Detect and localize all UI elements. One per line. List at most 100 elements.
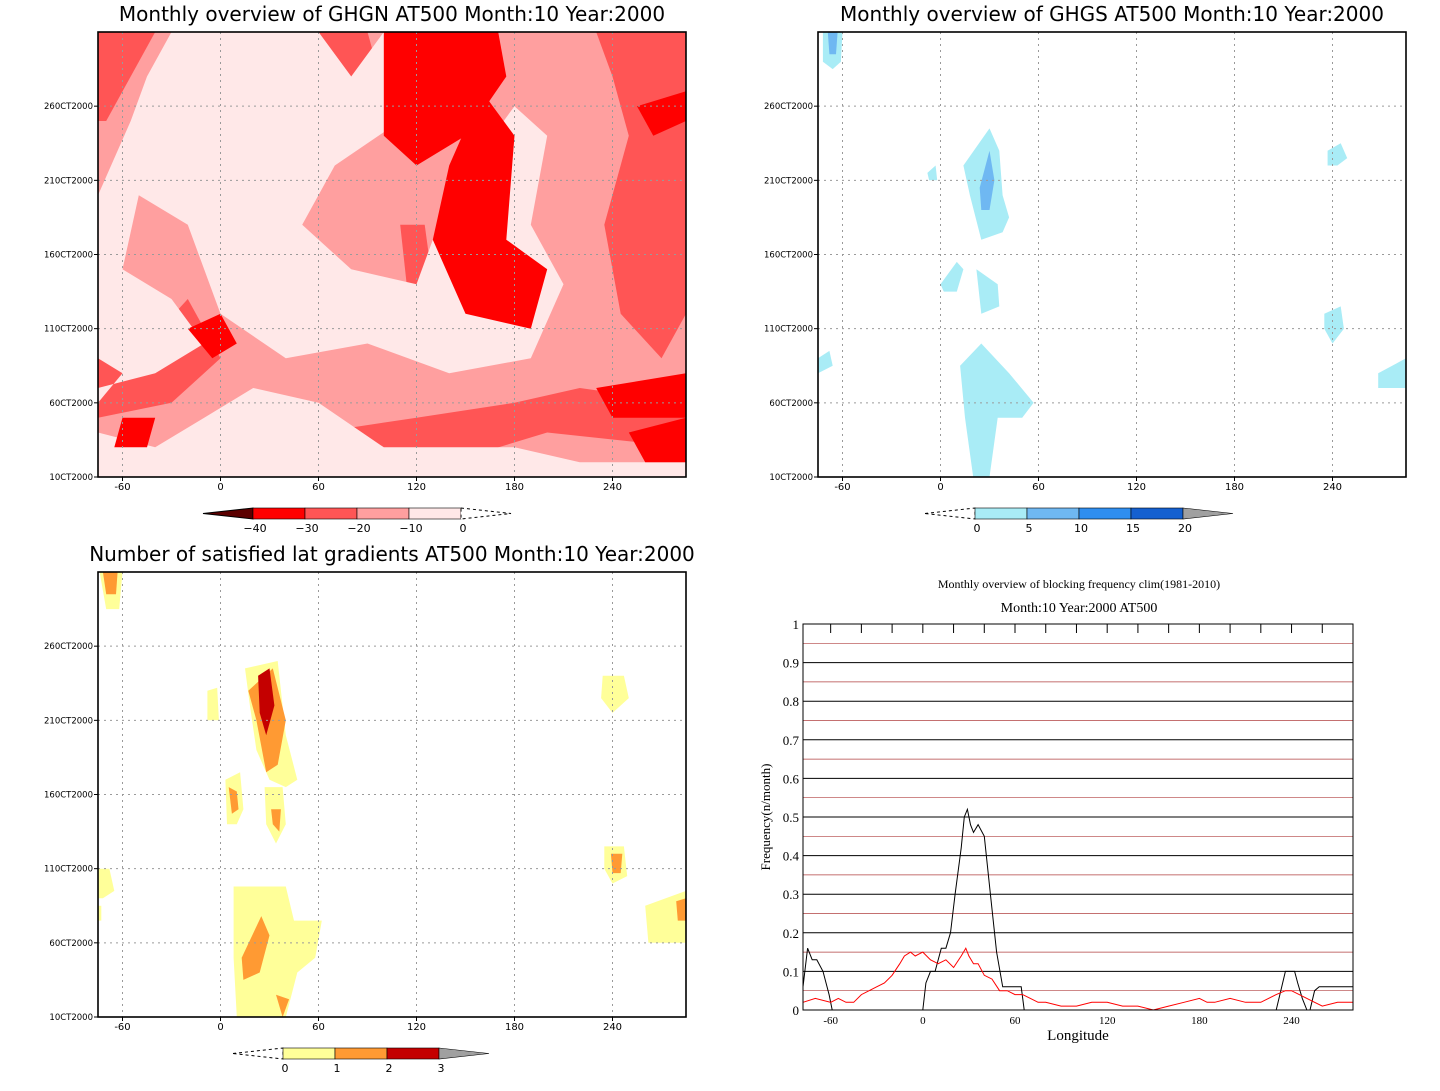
- contour-region: [258, 668, 275, 736]
- colorbar-swatch: [386, 1047, 440, 1060]
- contour-region: [596, 373, 686, 418]
- contour-region: [940, 261, 964, 292]
- y-tick-label: 60CT2000: [49, 939, 93, 949]
- panel-blocking-xlabel: Longitude: [1047, 1028, 1109, 1044]
- panel-blocking-axes: 0 0.1 0.2 0.3 0.4 0.5 0.6 0.7 0.8 0.9 1 -60 0 60 120 18…: [783, 617, 1323, 1027]
- x-tick-label: 240: [603, 1022, 622, 1033]
- contour-region: [818, 350, 833, 374]
- x-tick-label: 180: [505, 1022, 524, 1033]
- y-tick-label: 0: [793, 1003, 800, 1018]
- x-tick-label: -60: [114, 1022, 130, 1033]
- panel-blocking-frame: [802, 623, 1354, 1011]
- colorbar-label: −40: [243, 522, 266, 535]
- y-tick-label: 0.7: [783, 733, 800, 748]
- y-tick-label: 110CT2000: [44, 865, 93, 875]
- colorbar-swatch: [334, 1047, 388, 1060]
- y-tick-label: 60CT2000: [769, 399, 813, 409]
- contour-region: [601, 675, 629, 713]
- x-tick-label: 180: [1225, 482, 1244, 493]
- contour-region: [98, 868, 115, 899]
- colorbar-label: 3: [438, 1062, 445, 1075]
- x-tick-label: 120: [407, 482, 426, 493]
- colorbar-extend-low: [202, 507, 254, 520]
- panel-ghgn-title: Monthly overview of GHGN AT500 Month:10 …: [119, 2, 665, 26]
- panel-ghgs-axes: -60 0 60 120 180 240 10CT2000 60CT2000 110CT2000…: [764, 102, 1342, 493]
- series-line-observed: [802, 807, 1353, 1011]
- contour-region: [645, 890, 686, 943]
- contour-region: [1378, 358, 1406, 388]
- colorbar-label: 0: [282, 1062, 289, 1075]
- y-tick-label: 210CT2000: [764, 176, 813, 186]
- panel-ghgn-colorbar: −40 −30 −20 −10 0: [202, 507, 512, 535]
- y-tick-label: 0.2: [783, 926, 799, 941]
- panel-ghgn: Monthly overview of GHGN AT500 Month:10 …: [44, 2, 687, 535]
- colorbar-extend-low: [232, 1047, 284, 1060]
- y-tick-label: 260CT2000: [44, 102, 93, 112]
- y-tick-label: 210CT2000: [44, 176, 93, 186]
- y-tick-label: 210CT2000: [44, 716, 93, 726]
- y-tick-label: 10CT2000: [769, 473, 813, 483]
- y-tick-label: 160CT2000: [44, 791, 93, 801]
- x-tick-label: 60: [312, 482, 325, 493]
- panel-lat-gradients-colorbar: 0 1 2 3: [232, 1047, 490, 1075]
- y-tick-label: 10CT2000: [49, 1013, 93, 1023]
- colorbar-label: 5: [1026, 522, 1033, 535]
- colorbar-swatch: [408, 507, 462, 520]
- x-tick-label: 0: [217, 482, 223, 493]
- colorbar-swatch: [1078, 507, 1132, 520]
- x-tick-label: 240: [603, 482, 622, 493]
- y-tick-label: 60CT2000: [49, 399, 93, 409]
- x-tick-label: 60: [312, 1022, 325, 1033]
- x-tick-label: 0: [937, 482, 943, 493]
- contour-region: [228, 787, 239, 814]
- colorbar-extend-high: [438, 1047, 490, 1060]
- y-tick-label: 10CT2000: [49, 473, 93, 483]
- panel-blocking-title: Monthly overview of blocking frequency c…: [938, 577, 1220, 591]
- colorbar-label: −10: [399, 522, 422, 535]
- contour-region: [276, 994, 290, 1017]
- panel-ghgn-axes: -60 0 60 120 180 240 10CT2000 60CT2000 110CT2000…: [44, 102, 622, 493]
- colorbar-label: 10: [1074, 522, 1088, 535]
- x-tick-label: 0: [217, 1022, 223, 1033]
- contour-region: [271, 809, 281, 832]
- contour-region: [207, 687, 219, 721]
- colorbar-label: −30: [295, 522, 318, 535]
- x-tick-label: 180: [505, 482, 524, 493]
- y-tick-label: 260CT2000: [44, 642, 93, 652]
- contour-region: [102, 572, 118, 595]
- panel-ghgs-title: Monthly overview of GHGS AT500 Month:10 …: [840, 2, 1384, 26]
- contour-region: [676, 898, 686, 921]
- y-tick-label: 0.5: [783, 810, 799, 825]
- panel-blocking-grid: [803, 642, 1353, 992]
- x-tick-label: 120: [1099, 1015, 1116, 1027]
- colorbar-label: 0: [460, 522, 467, 535]
- x-tick-label: 60: [1010, 1015, 1022, 1027]
- contour-region: [610, 853, 623, 874]
- series-line-climatology: [802, 947, 1353, 1011]
- colorbar-swatch: [282, 1047, 336, 1060]
- contour-region: [98, 32, 156, 121]
- contour-region: [960, 343, 1034, 477]
- y-tick-label: 0.1: [783, 964, 799, 979]
- contour-region: [98, 905, 102, 921]
- colorbar-label: 0: [974, 522, 981, 535]
- x-tick-label: -60: [823, 1015, 838, 1027]
- panel-blocking-ylabel: Frequency(n/month): [758, 764, 773, 871]
- x-tick-label: 60: [1032, 482, 1045, 493]
- x-tick-label: -60: [834, 482, 850, 493]
- colorbar-swatch: [304, 507, 358, 520]
- contour-region: [976, 269, 1000, 314]
- colorbar-swatch: [1130, 507, 1184, 520]
- contour-region: [827, 32, 838, 55]
- x-tick-label: 240: [1283, 1015, 1300, 1027]
- contour-region: [383, 32, 507, 166]
- y-tick-label: 1: [793, 617, 800, 632]
- contour-region: [187, 313, 237, 359]
- panel-lat-gradients-axes: -60 0 60 120 180 240 10CT2000 60CT2000 110CT2000…: [44, 642, 622, 1033]
- contour-region: [98, 32, 686, 477]
- panel-blocking-frequency: Monthly overview of blocking frequency c…: [758, 577, 1354, 1044]
- colorbar-swatch: [356, 507, 410, 520]
- colorbar-extend-high: [1182, 507, 1234, 520]
- y-tick-label: 260CT2000: [764, 102, 813, 112]
